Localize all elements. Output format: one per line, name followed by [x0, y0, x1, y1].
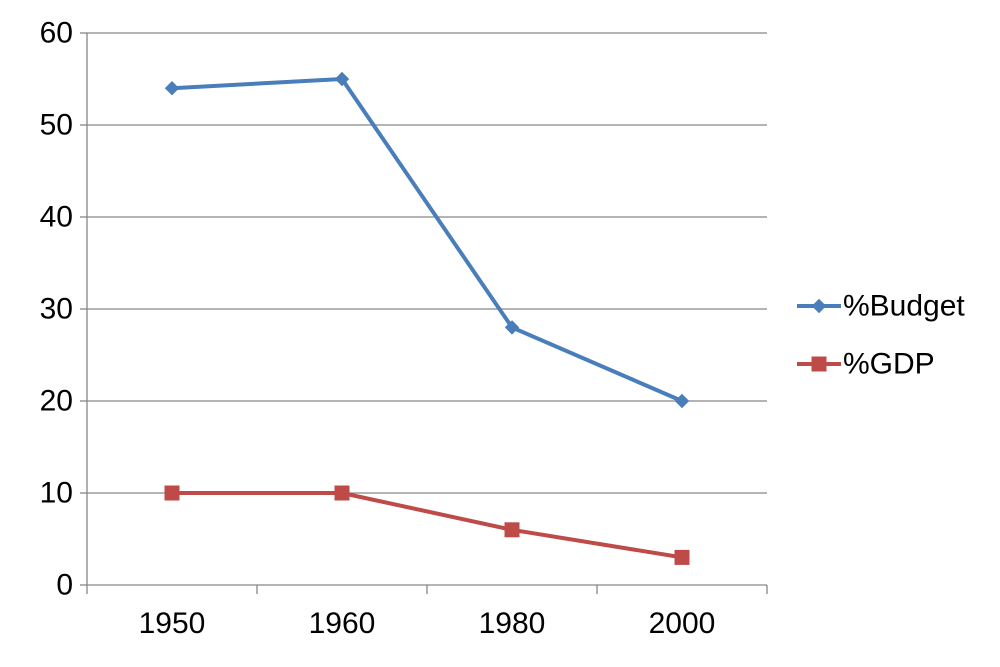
- y-tick-label: 60: [40, 17, 73, 50]
- series-lines: [164, 71, 690, 565]
- series-0: [164, 71, 690, 409]
- legend-label: %Budget: [843, 290, 965, 323]
- legend-label: %GDP: [843, 348, 935, 381]
- data-point: [504, 522, 520, 538]
- x-tick-label: 2000: [649, 607, 716, 640]
- series-line: [172, 491, 683, 560]
- y-tick-labels: 0 10 20 30 40 50 60: [40, 17, 73, 602]
- x-tick-labels: 1950 1960 1980 2000: [139, 607, 716, 640]
- legend-marker: [811, 356, 827, 372]
- data-point: [164, 80, 180, 96]
- y-tick-label: 10: [40, 477, 73, 510]
- y-tick-label: 30: [40, 293, 73, 326]
- data-point: [504, 320, 520, 335]
- y-tick-label: 20: [40, 385, 73, 418]
- data-point: [334, 485, 350, 501]
- y-tick-label: 0: [56, 569, 73, 602]
- y-tick-label: 50: [40, 109, 73, 142]
- series-line: [171, 77, 683, 403]
- x-tick-label: 1960: [309, 607, 376, 640]
- data-point: [674, 393, 690, 409]
- legend: %Budget %GDP: [797, 290, 965, 381]
- legend-marker: [811, 298, 827, 314]
- series-1: [164, 485, 690, 565]
- legend-item: %Budget: [797, 290, 965, 323]
- x-tick-label: 1950: [139, 607, 206, 640]
- data-point: [334, 71, 350, 87]
- legend-item: %GDP: [797, 348, 935, 381]
- x-tick-label: 1980: [479, 607, 546, 640]
- data-point: [674, 549, 690, 565]
- axes: [80, 32, 768, 594]
- gridlines: [87, 32, 767, 494]
- y-tick-label: 40: [40, 201, 73, 234]
- data-point: [164, 485, 180, 501]
